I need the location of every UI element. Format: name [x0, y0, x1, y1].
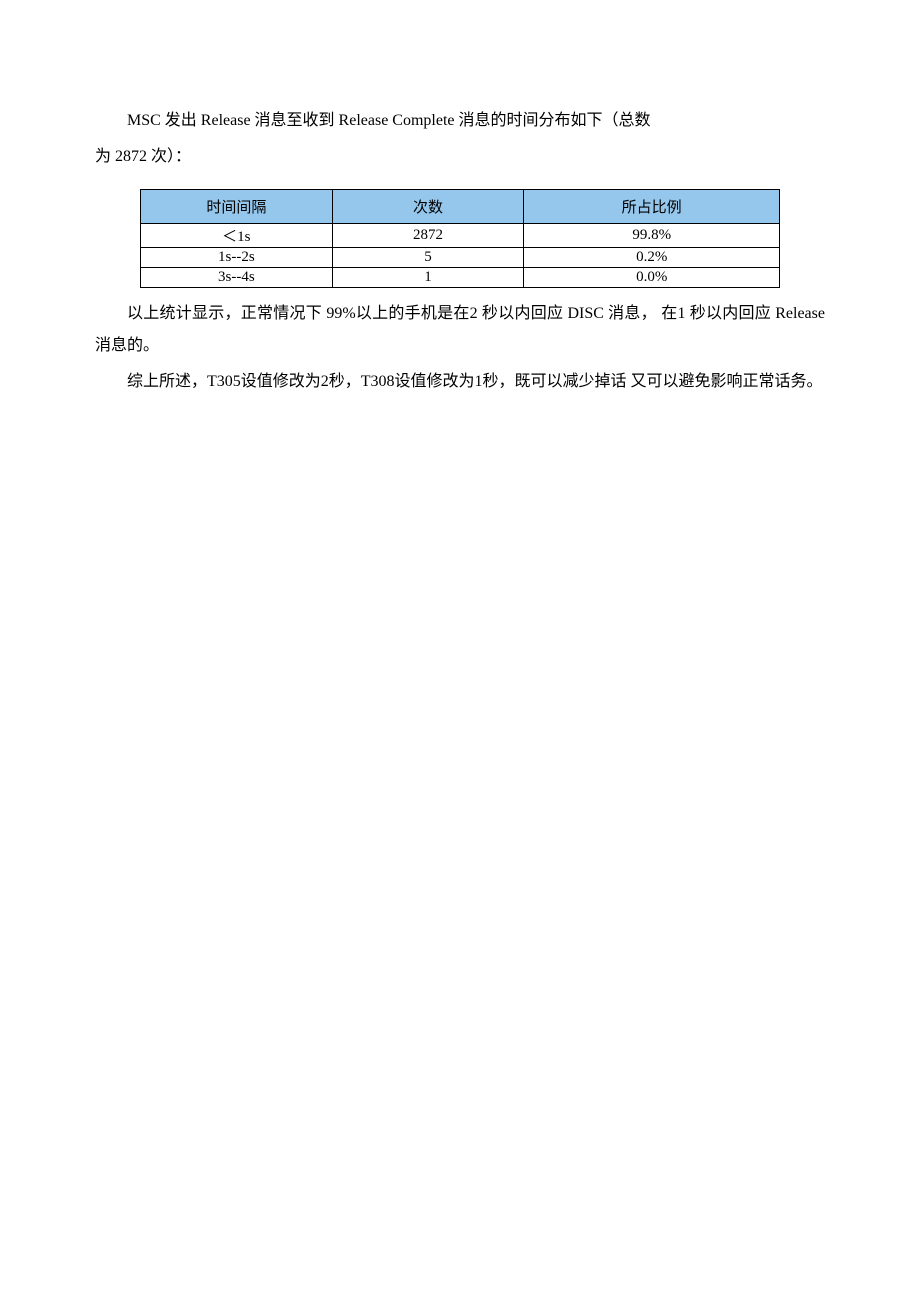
paragraph-conclusion: 综上所述，T305设值修改为2秒，T308设值修改为1秒，既可以减少掉话 又可以…: [95, 366, 825, 398]
table-cell: 0.2%: [524, 248, 780, 268]
document-page: MSC 发出 Release 消息至收到 Release Complete 消息…: [0, 0, 920, 398]
paragraph-intro-line1: MSC 发出 Release 消息至收到 Release Complete 消息…: [95, 105, 825, 137]
table-cell: 1: [332, 268, 524, 288]
table-cell: ＜1s: [141, 224, 333, 248]
paragraph-intro-line2: 为 2872 次）：: [95, 141, 825, 173]
paragraph-analysis: 以上统计显示，正常情况下 99%以上的手机是在2 秒以内回应 DISC 消息， …: [95, 298, 825, 362]
table-row: 3s--4s 1 0.0%: [141, 268, 780, 288]
distribution-table: 时间间隔 次数 所占比例 ＜1s 2872 99.8% 1s--2s 5 0.2…: [140, 189, 780, 288]
table-cell: 1s--2s: [141, 248, 333, 268]
table-cell: 5: [332, 248, 524, 268]
table-cell: 99.8%: [524, 224, 780, 248]
table-header-interval: 时间间隔: [141, 190, 333, 224]
table-header-count: 次数: [332, 190, 524, 224]
table-cell: 3s--4s: [141, 268, 333, 288]
table-header-ratio: 所占比例: [524, 190, 780, 224]
table-cell: 0.0%: [524, 268, 780, 288]
table-row: 1s--2s 5 0.2%: [141, 248, 780, 268]
table-header-row: 时间间隔 次数 所占比例: [141, 190, 780, 224]
table-cell: 2872: [332, 224, 524, 248]
table-row: ＜1s 2872 99.8%: [141, 224, 780, 248]
